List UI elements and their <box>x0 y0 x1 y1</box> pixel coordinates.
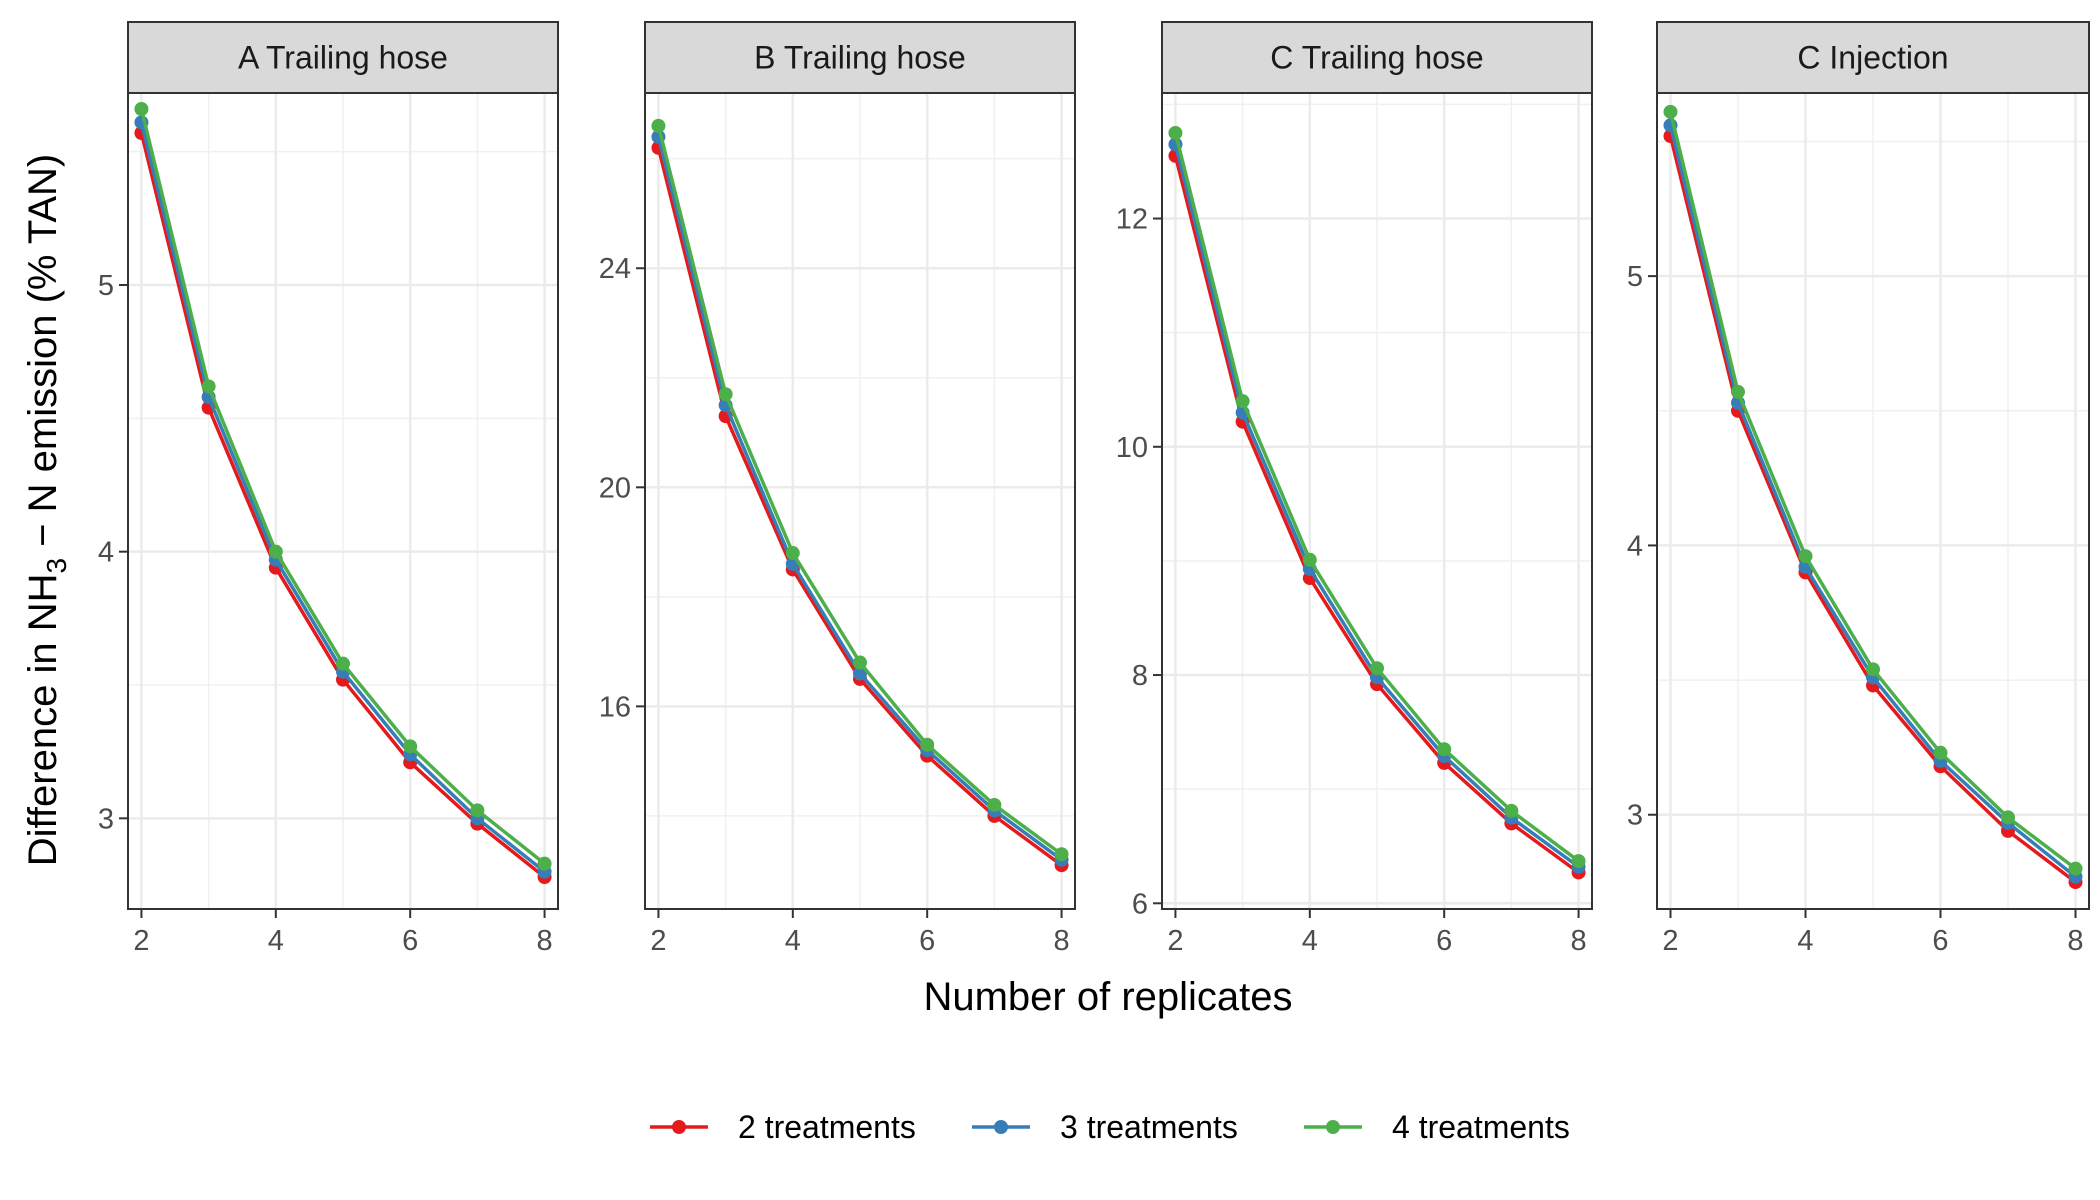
legend-item: 4 treatments <box>1304 1109 1570 1145</box>
strip-background <box>644 21 1076 94</box>
x-tick-label: 4 <box>268 925 284 957</box>
strip-title: C Injection <box>1797 40 1948 76</box>
y-axis-title-subscript: 3 <box>41 558 72 574</box>
data-point <box>987 797 1002 812</box>
x-tick-label: 2 <box>1662 925 1678 957</box>
y-axis-title-suffix: − N emission (% TAN) <box>21 154 65 558</box>
x-tick-label: 6 <box>402 925 418 957</box>
y-tick-label: 8 <box>1132 660 1148 692</box>
x-tick-label: 8 <box>2067 925 2083 957</box>
x-axis-title: Number of replicates <box>923 975 1292 1019</box>
data-point <box>537 856 552 871</box>
y-tick-label: 10 <box>1116 432 1148 464</box>
data-point <box>1866 662 1880 677</box>
x-tick-label: 2 <box>1167 925 1183 957</box>
data-point <box>1663 104 1678 119</box>
y-axis-title: Difference in NH3 − N emission (% TAN) <box>21 154 72 866</box>
legend-item: 2 treatments <box>650 1109 916 1145</box>
data-point <box>1302 552 1317 567</box>
data-point <box>1054 847 1069 862</box>
data-point <box>853 666 867 681</box>
strip-background <box>1656 21 2090 94</box>
data-point <box>785 546 800 561</box>
facet-panel-4: C Injection 3 4 5 2 4 6 8 <box>1627 21 2090 957</box>
legend: 2 treatments 3 treatments 4 treatments <box>650 1109 1570 1145</box>
data-point <box>1235 394 1250 409</box>
data-point <box>2001 810 2015 825</box>
y-tick-label: 12 <box>1116 204 1148 236</box>
x-tick-label: 4 <box>785 925 801 957</box>
x-tick-label: 2 <box>650 925 666 957</box>
y-tick-label: 24 <box>599 253 631 285</box>
y-tick-label: 6 <box>1132 888 1148 920</box>
x-tick-label: 4 <box>1797 925 1813 957</box>
legend-label: 4 treatments <box>1392 1109 1570 1145</box>
x-tick-label: 8 <box>1053 925 1069 957</box>
legend-item: 3 treatments <box>972 1109 1238 1145</box>
facet-panel-1: A Trailing hose 3 4 5 2 4 6 8 <box>98 21 559 957</box>
y-tick-label: 4 <box>98 537 114 569</box>
data-point <box>1168 125 1183 140</box>
x-tick-label: 6 <box>919 925 935 957</box>
data-point <box>470 803 485 818</box>
legend-label: 3 treatments <box>1060 1109 1238 1145</box>
legend-label: 2 treatments <box>738 1109 916 1145</box>
legend-marker <box>672 1120 686 1134</box>
strip-background <box>127 21 559 94</box>
y-tick-label: 5 <box>98 270 114 302</box>
data-point <box>403 739 418 754</box>
strip-background <box>1161 21 1593 94</box>
data-point <box>201 379 216 394</box>
x-tick-label: 6 <box>1436 925 1452 957</box>
data-point <box>718 387 733 402</box>
y-axis-title-prefix: Difference in NH <box>21 574 65 867</box>
data-point <box>1437 742 1452 757</box>
y-tick-label: 16 <box>599 691 631 723</box>
x-tick-label: 2 <box>133 925 149 957</box>
legend-marker <box>994 1120 1008 1134</box>
data-point <box>920 737 935 752</box>
data-point <box>1798 549 1813 564</box>
strip-title: C Trailing hose <box>1270 40 1483 76</box>
data-point <box>336 656 350 671</box>
legend-marker <box>1326 1120 1340 1134</box>
y-tick-label: 3 <box>1627 800 1643 832</box>
data-point <box>1731 384 1745 399</box>
x-tick-label: 8 <box>536 925 552 957</box>
data-point <box>1504 803 1519 818</box>
data-point <box>1933 745 1948 760</box>
y-tick-label: 3 <box>98 803 114 835</box>
y-tick-label: 5 <box>1627 261 1643 293</box>
x-tick-label: 6 <box>1932 925 1948 957</box>
data-point <box>2068 861 2083 876</box>
x-tick-label: 8 <box>1570 925 1586 957</box>
data-point <box>134 102 149 116</box>
data-point <box>1571 854 1586 869</box>
facet-panel-3: C Trailing hose 6 8 10 12 2 4 6 8 <box>1116 21 1593 957</box>
x-tick-label: 4 <box>1302 925 1318 957</box>
data-point <box>1370 661 1384 676</box>
data-point <box>268 544 283 559</box>
data-point <box>651 118 666 133</box>
y-tick-label: 4 <box>1627 530 1643 562</box>
strip-title: A Trailing hose <box>238 40 448 76</box>
data-point <box>853 655 867 670</box>
strip-title: B Trailing hose <box>754 40 966 76</box>
y-tick-label: 20 <box>599 472 631 504</box>
